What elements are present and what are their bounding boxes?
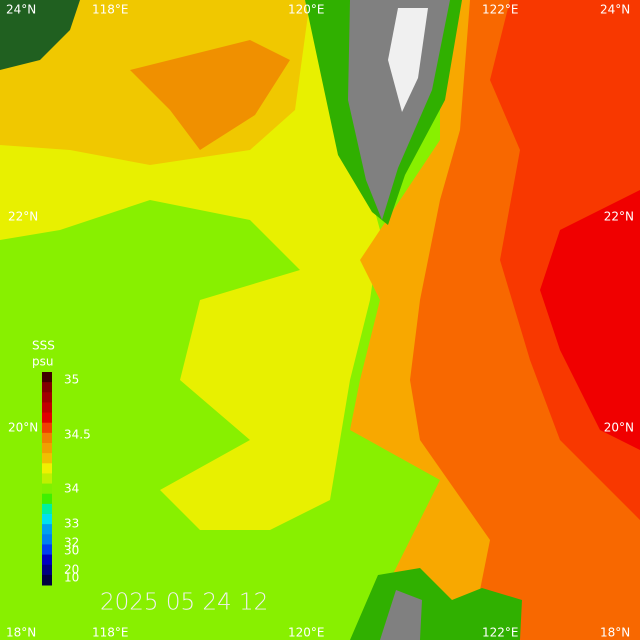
luzon-mountain [380, 590, 422, 640]
left-label: 20°N [8, 421, 38, 435]
legend-swatch [42, 422, 52, 434]
timestamp: 2025 05 24 12 [100, 590, 268, 616]
taiwan-peak [388, 8, 428, 112]
legend-tick-label: 10 [64, 571, 79, 585]
bottom-label: 120°E [288, 626, 325, 640]
legend-title: SSS [32, 339, 55, 353]
legend-swatch [42, 473, 52, 485]
legend-swatch [42, 443, 52, 454]
bottom-label: 118°E [92, 626, 129, 640]
left-label: 22°N [8, 210, 38, 224]
legend-swatch [42, 372, 52, 383]
legend-swatch [42, 503, 52, 515]
legend-swatch [42, 534, 52, 545]
legend-swatch [42, 514, 52, 525]
labels: 24°N 118°E 120°E 122°E 24°N 18°N 118°E 120°E 122… [6, 3, 634, 640]
legend-swatch [42, 574, 52, 586]
top-label: 120°E [288, 3, 325, 17]
legend-tick-label: 34.5 [64, 428, 91, 442]
right-label: 20°N [604, 421, 634, 435]
top-label: 118°E [92, 3, 129, 17]
legend-swatch [42, 554, 52, 566]
right-label: 22°N [604, 210, 634, 224]
legend-swatch [42, 524, 52, 535]
legend-swatch [42, 544, 52, 556]
top-label: 24°N [6, 3, 36, 17]
legend-swatch [42, 493, 52, 505]
legend-tick-label: 34 [64, 482, 79, 496]
legend-bar [42, 372, 52, 586]
legend-swatch [42, 453, 52, 464]
zone-orange-west [130, 40, 290, 150]
zone-red [540, 190, 640, 450]
legend-swatch [42, 402, 52, 414]
legend-tick-label: 35 [64, 373, 79, 387]
bottom-label: 18°N [600, 626, 630, 640]
legend-unit: psu [32, 355, 53, 369]
legend-tick-label: 20 [64, 563, 79, 577]
land [0, 0, 522, 640]
legend-swatch [42, 392, 52, 403]
bottom-label: 18°N [6, 626, 36, 640]
legend-tick-label: 32 [64, 536, 79, 550]
top-label: 24°N [600, 3, 630, 17]
legend-swatch [42, 483, 52, 495]
mainland-corner [0, 0, 80, 70]
legend-swatch [42, 432, 52, 444]
legend-tick-label: 33 [64, 517, 79, 531]
taiwan-mountain [348, 0, 450, 220]
legend-swatch [42, 463, 52, 474]
legend-swatch [42, 382, 52, 393]
legend-swatch [42, 564, 52, 576]
bottom-label: 122°E [482, 626, 519, 640]
legend-tick-label: 30 [64, 544, 79, 558]
top-label: 122°E [482, 3, 519, 17]
legend-swatch [42, 412, 52, 424]
